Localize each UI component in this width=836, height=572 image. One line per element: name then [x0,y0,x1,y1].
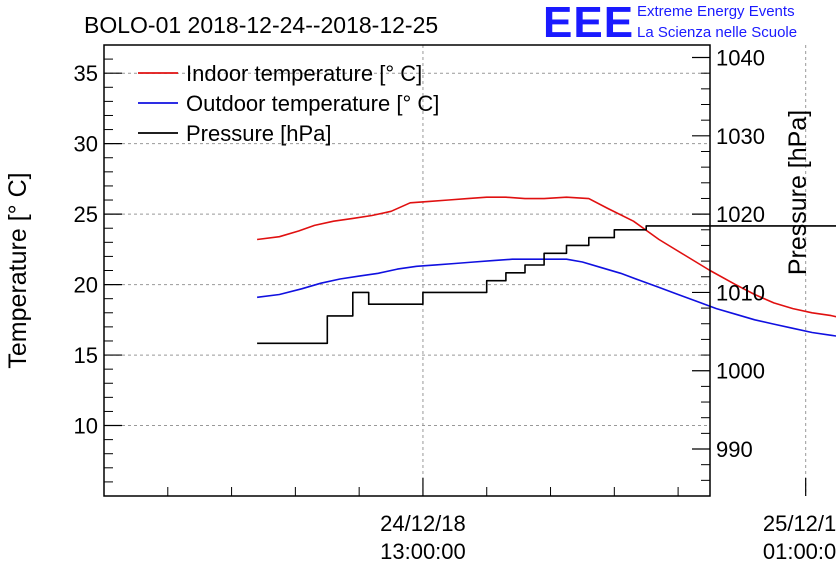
y-tick-label: 10 [74,414,98,439]
series-line-3 [257,225,836,345]
axes: 10 15 20 25 30 35 990 1000 1010 1020 1030 1040 24/12… [74,44,836,564]
y2-tick-label: 1040 [716,46,765,71]
series-line-2 [257,258,836,337]
y2-axis-label: Pressure [hPa] [784,110,812,275]
y2-tick-label: 1010 [716,280,765,305]
x-tick-label-time: 13:00:00 [380,539,466,564]
y2-tick-label: 1030 [716,124,765,149]
y-tick-label: 30 [74,132,98,157]
logo-line-2: La Scienza nelle Scuole [637,24,798,41]
eee-logo: EEE [543,0,635,47]
y-axis-label: Temperature [° C] [4,172,32,368]
series-group [257,196,836,345]
legend: Indoor temperature [° C] Outdoor temperat… [138,61,439,146]
y2-tick-label: 1020 [716,202,765,227]
legend-label-2: Outdoor temperature [° C] [186,91,439,116]
logo-line-1: Extreme Energy Events [637,3,795,20]
y-tick-label: 25 [74,202,98,227]
x-tick-label-time: 01:00:00 [763,539,836,564]
legend-label-1: Indoor temperature [° C] [186,61,422,86]
y2-tick-label: 1000 [716,359,765,384]
y2-tick-label: 990 [716,437,753,462]
x-tick-label-date: 24/12/18 [380,511,466,536]
y-tick-label: 15 [74,343,98,368]
x-tick-label-date: 25/12/18 [763,511,836,536]
y-tick-label: 35 [74,61,98,86]
series-line-1 [257,196,836,318]
y-tick-label: 20 [74,273,98,298]
grid [104,45,807,496]
legend-label-3: Pressure [hPa] [186,121,332,146]
chart-title: BOLO-01 2018-12-24--2018-12-25 [84,12,439,38]
